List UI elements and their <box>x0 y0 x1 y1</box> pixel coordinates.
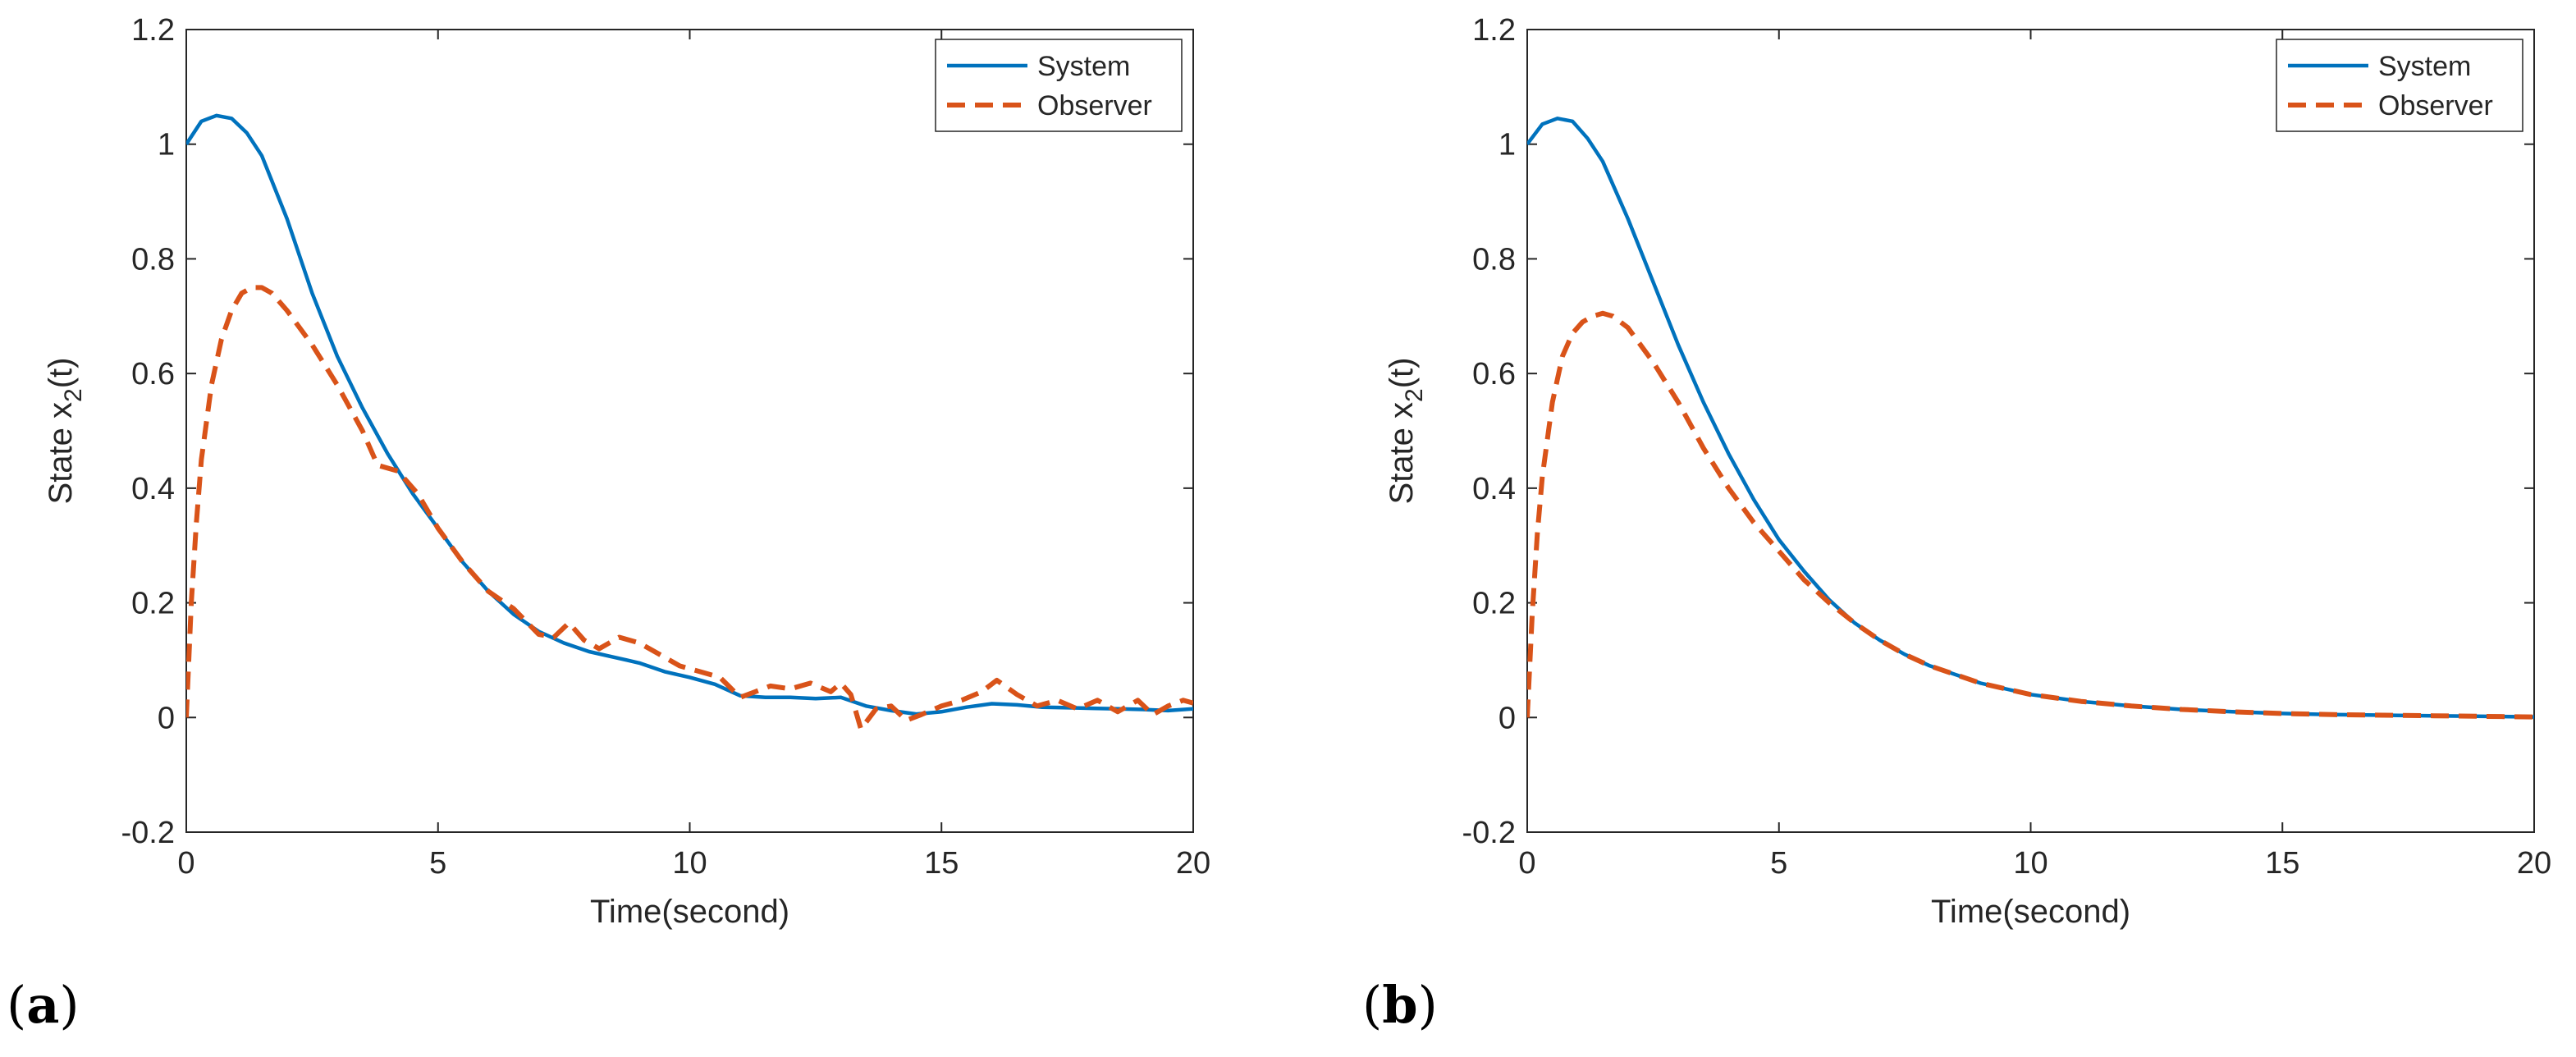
x-axis-label: Time(second) <box>1931 894 2130 930</box>
x-tick-label: 0 <box>1518 846 1535 881</box>
y-tick-label: 0.2 <box>131 587 175 621</box>
panel-label-b: (b) <box>1362 975 1438 1035</box>
plot-area <box>1526 29 2535 833</box>
legend: System Observer <box>935 39 1183 132</box>
y-axis-label: State x2(t) <box>43 358 87 505</box>
y-tick-label: 0.2 <box>1472 587 1516 621</box>
series-system-line <box>1527 117 2534 719</box>
y-axis-label: State x2(t) <box>1384 358 1428 505</box>
y-tick-label: 0 <box>1498 701 1516 735</box>
legend-label-system: System <box>1037 51 1130 82</box>
x-tick-label: 5 <box>1770 846 1787 881</box>
legend-label-observer: Observer <box>2378 90 2493 121</box>
y-tick-label: 1.2 <box>1472 13 1516 48</box>
legend-label-system: System <box>2378 51 2471 82</box>
x-axis-label: Time(second) <box>590 894 789 930</box>
x-tick-label: 15 <box>924 846 959 881</box>
series-system-line <box>186 113 1193 716</box>
legend: System Observer <box>2276 39 2523 132</box>
x-tick-label: 10 <box>672 846 707 881</box>
panel-label-a: (a) <box>7 975 80 1035</box>
y-tick-label: 0.4 <box>131 472 175 506</box>
y-tick-label: 0.4 <box>1472 472 1516 506</box>
x-tick-label: 15 <box>2265 846 2299 881</box>
y-tick-label: 1 <box>158 128 175 162</box>
x-tick-label: 20 <box>2517 846 2551 881</box>
series-observer-line <box>1527 310 2534 720</box>
legend-box <box>935 39 1183 132</box>
y-tick-label: 0.8 <box>131 242 175 277</box>
x-tick-label: 5 <box>429 846 446 881</box>
x-tick-label: 0 <box>177 846 194 881</box>
y-tick-label: 0.6 <box>1472 357 1516 391</box>
legend-label-observer: Observer <box>1037 90 1152 121</box>
chart-b: 0 5 10 15 20-0.200.20.40.60.811.2Time(second… <box>1384 13 2551 930</box>
legend-box <box>2276 39 2523 132</box>
x-tick-label: 20 <box>1176 846 1210 881</box>
x-tick-label: 10 <box>2013 846 2048 881</box>
y-tick-label: 0 <box>158 701 175 735</box>
series-observer-line <box>186 285 1193 732</box>
y-tick-label: 0.8 <box>1472 242 1516 277</box>
plot-area <box>185 29 1194 833</box>
y-tick-label: -0.2 <box>121 816 175 850</box>
y-tick-label: 0.6 <box>131 357 175 391</box>
y-tick-label: -0.2 <box>1462 816 1516 850</box>
chart-a: 0 5 10 15 20-0.200.20.40.60.811.2Time(second… <box>43 13 1210 930</box>
y-tick-label: 1.2 <box>131 13 175 48</box>
y-tick-label: 1 <box>1498 128 1516 162</box>
